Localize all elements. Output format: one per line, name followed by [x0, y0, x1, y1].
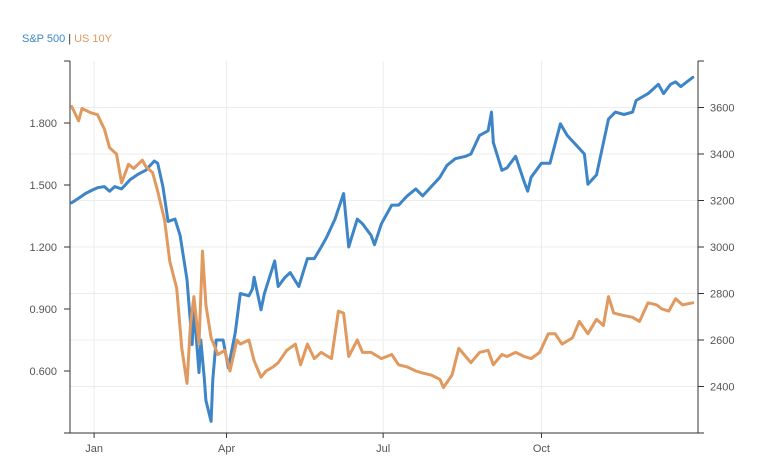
right-tick-label: 3000: [710, 242, 734, 254]
series-line-us10y: [70, 105, 695, 389]
x-tick-label: Oct: [533, 443, 550, 455]
legend-separator: |: [68, 33, 72, 45]
right-tick-label: 3600: [710, 103, 734, 115]
left-tick-label: 0.600: [29, 366, 57, 378]
left-tick-label: 0.900: [29, 304, 57, 316]
right-tick-label: 3400: [710, 149, 734, 161]
right-tick-label: 3200: [710, 196, 734, 208]
legend-entry-sp500: S&P 500: [22, 33, 66, 45]
right-tick-label: 2400: [710, 382, 734, 394]
legend-entry-us10y: US 10Y: [74, 33, 113, 45]
x-tick-label: Jul: [376, 443, 390, 455]
chart-legend: S&P 500 | US 10Y: [22, 33, 112, 45]
right-tick-label: 2600: [710, 335, 734, 347]
x-tick-label: Apr: [218, 443, 235, 455]
series-line-sp500: [70, 75, 695, 423]
left-tick-label: 1.500: [29, 180, 57, 192]
left-tick-label: 1.200: [29, 242, 57, 254]
left-tick-label: 1.800: [29, 118, 57, 130]
right-tick-label: 2800: [710, 289, 734, 301]
x-tick-label: Jan: [85, 443, 103, 455]
